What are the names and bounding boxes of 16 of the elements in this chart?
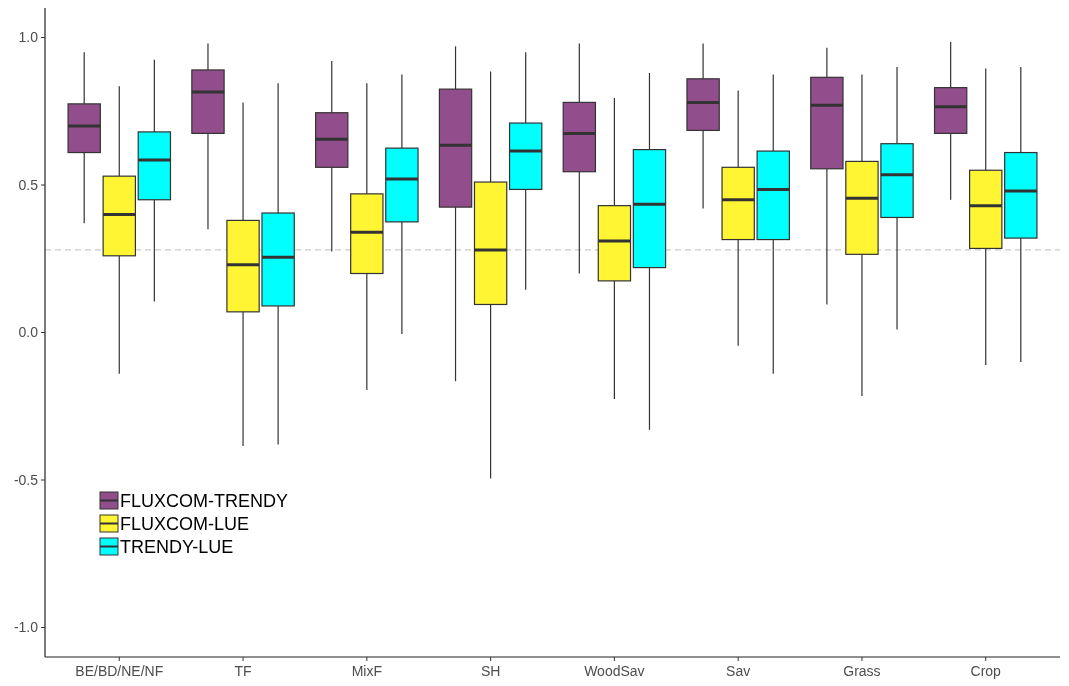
y-tick-label: 0.0	[18, 324, 39, 341]
x-tick-label: TF	[234, 663, 252, 679]
y-tick-label: -0.5	[13, 471, 39, 488]
x-tick-label: Grass	[843, 663, 881, 679]
legend-label: FLUXCOM-LUE	[120, 514, 250, 535]
legend-label: TRENDY-LUE	[120, 537, 234, 558]
y-tick-label: 1.0	[18, 29, 39, 46]
x-tick-label: Crop	[970, 663, 1002, 679]
x-tick-label: MixF	[351, 663, 382, 679]
legend-label: FLUXCOM-TRENDY	[120, 491, 289, 512]
y-tick-label: -1.0	[13, 619, 39, 636]
x-tick-label: BE/BD/NE/NF	[75, 663, 164, 679]
x-tick-label: WoodSav	[584, 663, 645, 679]
y-tick-label: 0.5	[18, 176, 39, 193]
x-tick-label: Sav	[726, 663, 751, 679]
x-tick-label: SH	[480, 663, 501, 679]
